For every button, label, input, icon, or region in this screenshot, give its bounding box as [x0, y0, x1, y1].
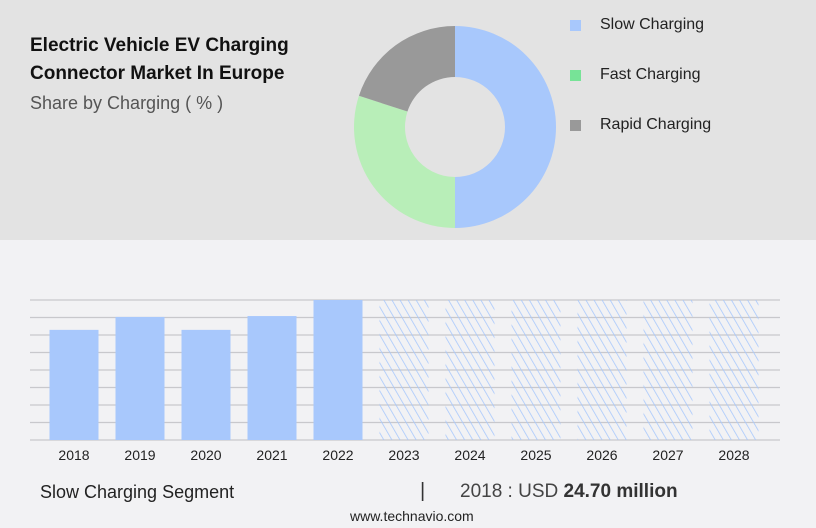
forecast-bar-2023: [379, 300, 429, 440]
year-label: 2018 : USD: [460, 481, 559, 502]
bar-2019: [115, 316, 165, 440]
donut-slice-rapid-charging: [358, 26, 455, 112]
legend-item-slow: Slow Charging: [570, 16, 704, 34]
forecast-bar-2027: [643, 300, 693, 440]
x-tick-label: 2022: [322, 447, 353, 463]
x-tick-label: 2028: [718, 447, 749, 463]
x-tick-label: 2019: [124, 447, 155, 463]
x-tick-label: 2021: [256, 447, 287, 463]
legend-item-rapid: Rapid Charging: [570, 116, 711, 134]
forecast-bar-2028: [709, 300, 759, 440]
bar-2021: [247, 316, 297, 440]
legend-label: Slow Charging: [600, 16, 705, 33]
donut-slice-slow-charging: [455, 26, 556, 228]
forecast-bar-2025: [511, 300, 561, 440]
chart-title: Electric Vehicle EV Charging Connector M…: [30, 35, 289, 84]
segment-value: 2018 : USD 24.70 million: [460, 481, 678, 503]
legend-item-fast: Fast Charging: [570, 66, 701, 84]
chart-subtitle: Share by Charging ( % ): [30, 93, 224, 113]
x-tick-label: 2023: [388, 447, 419, 463]
bar-2020: [181, 329, 231, 440]
legend-swatch: [570, 19, 581, 31]
x-tick-label: 2027: [652, 447, 683, 463]
legend-label: Fast Charging: [600, 66, 701, 83]
legend-label: Rapid Charging: [600, 116, 712, 133]
forecast-bar-2024: [445, 300, 495, 440]
value-amount: 24.70 million: [563, 481, 678, 502]
x-tick-label: 2020: [190, 447, 221, 463]
segment-label: Slow Charging Segment: [40, 482, 235, 502]
legend-swatch: [570, 69, 581, 81]
separator: |: [420, 480, 426, 502]
x-tick-label: 2026: [586, 447, 617, 463]
legend-swatch: [570, 119, 581, 131]
bar-2018: [49, 329, 99, 440]
x-tick-label: 2025: [520, 447, 551, 463]
x-tick-label: 2024: [454, 447, 485, 463]
bar-2022: [313, 300, 363, 440]
forecast-bar-2026: [577, 300, 627, 440]
source-site: www.technavio.com: [350, 508, 474, 524]
x-tick-label: 2018: [58, 447, 89, 463]
donut-slice-fast-charging: [354, 95, 455, 229]
